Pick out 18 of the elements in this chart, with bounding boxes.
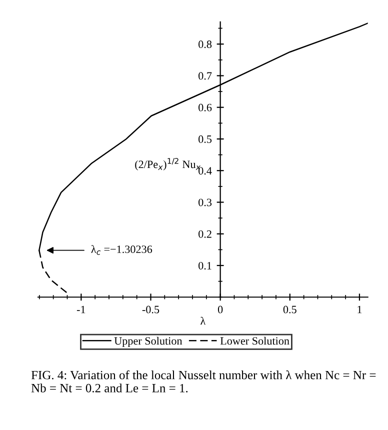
x-tick-label: 1 [358,306,362,314]
x-tick-label: -1 [76,306,86,314]
legend-label: Lower Solution [220,336,290,345]
y-tick-label: 0.7 [198,72,212,80]
caption: FIG. 4: Variation of the local Nusselt number with λ when Nc = Nr = Nb = Nt = 0.2 and Le = Ln = 1. [31,370,376,392]
legend-label: Upper Solution [114,336,182,347]
x-axis-title: λ [200,316,206,325]
annotation: λ$_{c}$ =−1.30236 [91,245,152,255]
y-tick-label: 0.3 [198,198,212,206]
y-tick-label: 0.1 [198,262,212,270]
y-tick-label: 0.5 [198,135,212,143]
y-tick-label: 0.8 [198,40,212,48]
x-tick-label: 0 [218,306,223,314]
y-tick-label: 0.2 [198,230,212,238]
y-tick-label: 0.6 [198,104,212,112]
x-tick-label: 0.5 [283,306,296,314]
y-tick-label: 0.4 [198,167,212,175]
x-tick-label: -0.5 [142,306,160,314]
